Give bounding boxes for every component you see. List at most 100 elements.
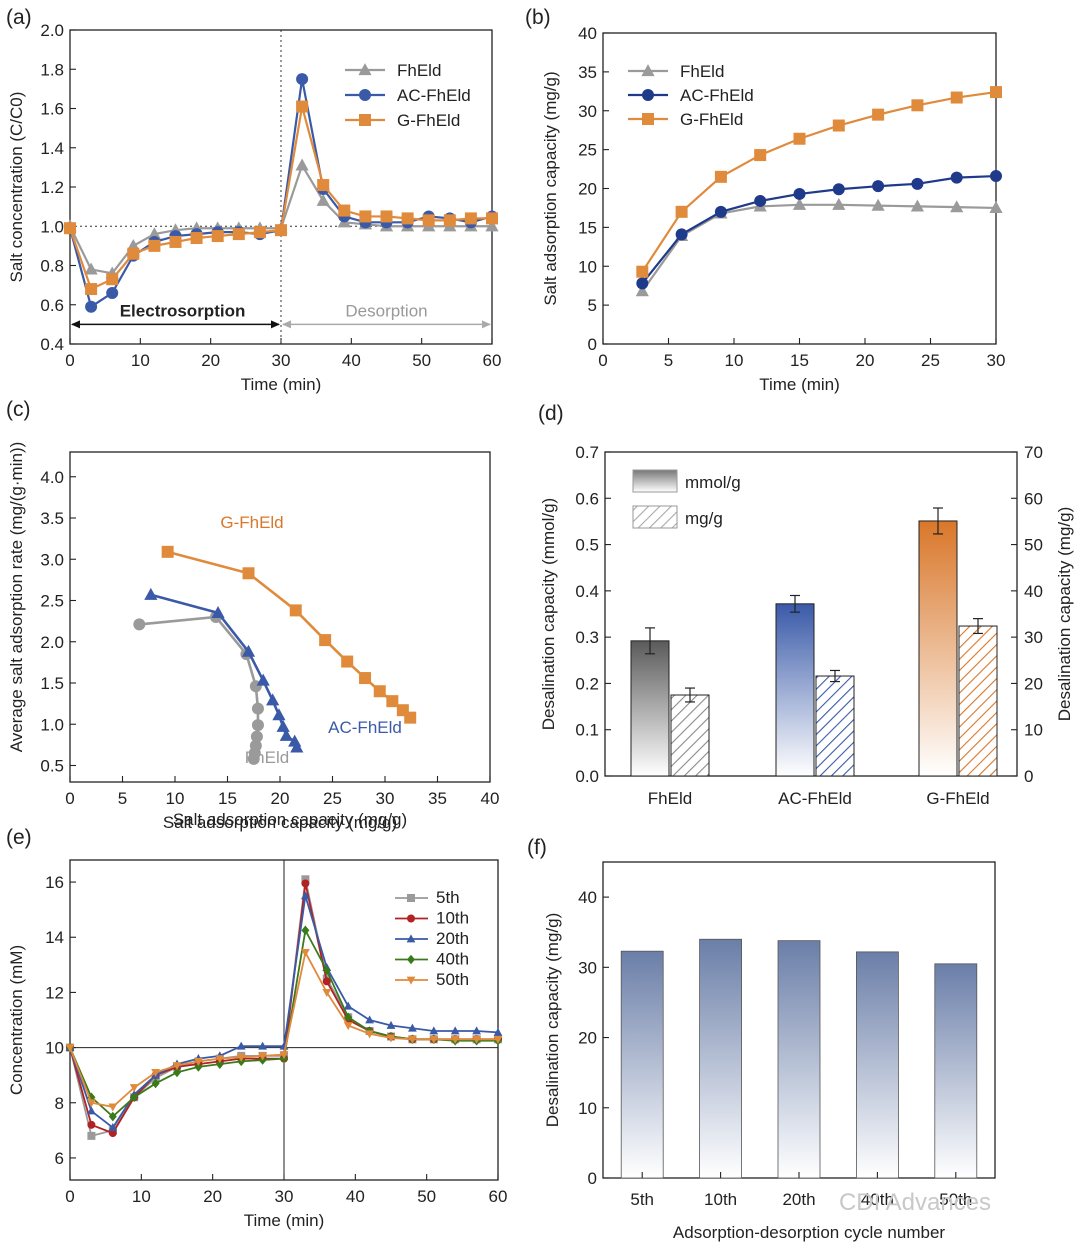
- data-point: [87, 1099, 96, 1108]
- data-point: [266, 693, 280, 706]
- data-point: [301, 891, 310, 900]
- legend-label: mg/g: [685, 509, 723, 528]
- data-point: [322, 977, 331, 986]
- bar: [777, 940, 821, 1179]
- legend-label: G-FhEld: [680, 110, 743, 129]
- panel-d: (d) 0.0 0.1 0.2 0.3 0.4 0.5 0.6 0.7 0 10 20 30 40 50 60…: [538, 402, 1074, 808]
- y-tick-label: 0.1: [575, 721, 599, 740]
- panel-b: (b) 0 5 10 15 20 25 30 0 5 10 15 20 25 30 35 40 Time (min…: [525, 6, 1005, 394]
- y-tick-label: 2.0: [40, 633, 64, 652]
- x-tick-label: 30: [987, 351, 1006, 370]
- data-point: [636, 277, 649, 290]
- y-tick-label: 0.5: [40, 757, 64, 776]
- data-point: [386, 1020, 396, 1029]
- data-point: [272, 708, 286, 721]
- y-axis-label: Average salt adsorption rate (mg/(g·min)…: [7, 442, 26, 753]
- data-point: [194, 1057, 203, 1066]
- data-point: [108, 1129, 117, 1138]
- data-point: [793, 132, 806, 145]
- x-axis-label: Time (min): [759, 375, 840, 394]
- y-tick-label: 30: [578, 958, 597, 977]
- y-tick-label: 0: [588, 335, 597, 354]
- series-G-FhEld: [64, 100, 498, 296]
- y-tick-label: 10: [578, 257, 597, 276]
- legend-marker: [359, 114, 371, 126]
- series-label-ac-fheld: AC-FhEld: [328, 718, 402, 737]
- legend-label: G-FhEld: [397, 111, 460, 130]
- data-point: [359, 672, 372, 685]
- y-tick-label: 0: [588, 1169, 597, 1188]
- legend-label: AC-FhEld: [397, 86, 471, 105]
- data-point: [373, 685, 386, 698]
- data-point: [380, 210, 393, 223]
- y-tick-label: 0.8: [40, 257, 64, 276]
- bar-mg: [958, 625, 998, 777]
- data-point: [296, 73, 309, 86]
- panel-label: (f): [527, 836, 547, 859]
- bar: [934, 963, 978, 1179]
- bar: [699, 938, 742, 1179]
- y-tick-label: 30: [578, 102, 597, 121]
- bar-mg: [670, 694, 710, 777]
- data-point: [675, 205, 688, 218]
- bar-mmol: [918, 520, 958, 777]
- y-tick-label: 1.0: [40, 715, 64, 734]
- data-point: [911, 99, 924, 112]
- y-tick-label: 0.7: [575, 443, 599, 462]
- x-tick-label: 10th: [704, 1190, 737, 1209]
- y-tick-label: 1.8: [40, 60, 64, 79]
- legend-label: 5th: [436, 888, 460, 907]
- data-point: [108, 1103, 118, 1112]
- legend-marker: [358, 63, 372, 76]
- data-point: [793, 187, 806, 200]
- data-point: [990, 86, 1002, 99]
- panel-e: (e) 0 10 20 30 40 50 60 6 8 10 12 14 16 Time (min) Conc…: [6, 826, 507, 1230]
- x-tick-label: 30: [272, 351, 291, 370]
- data-point: [472, 1035, 481, 1044]
- data-point: [493, 1027, 503, 1036]
- y-tick-label: 4.0: [40, 468, 64, 487]
- y-tick-label: 25: [578, 141, 597, 160]
- category-label: AC-FhEld: [778, 789, 852, 808]
- data-point: [322, 989, 332, 998]
- data-point: [253, 226, 266, 239]
- bar: [620, 950, 664, 1179]
- y-tick-label: 1.2: [40, 178, 64, 197]
- legend-label: 20th: [436, 929, 469, 948]
- data-point: [279, 1051, 289, 1060]
- data-point: [296, 100, 309, 113]
- legend-marker: [407, 914, 415, 923]
- x-tick-label: 30: [275, 1187, 294, 1206]
- x-tick-label: 5: [118, 789, 127, 808]
- x-tick-label: 40: [481, 789, 500, 808]
- data-point: [301, 949, 310, 958]
- y-tick-label: 8: [55, 1094, 64, 1113]
- series-50th: [65, 949, 503, 1112]
- x-tick-label: 5: [664, 351, 673, 370]
- data-point: [258, 1041, 267, 1050]
- series-AC-FhEld: [144, 587, 304, 753]
- y-tick-label: 3.5: [40, 509, 64, 528]
- x-tick-label: 20: [856, 351, 875, 370]
- data-point: [295, 158, 309, 171]
- legend-marker: [641, 64, 655, 77]
- y-tick-label: 0.6: [40, 296, 64, 315]
- legend-swatch: [632, 505, 678, 529]
- x-tick-label: 25: [921, 351, 940, 370]
- x-tick-label: 15: [790, 351, 809, 370]
- y-tick-label: 20: [578, 1029, 597, 1048]
- y-tick-label: 0.5: [575, 536, 599, 555]
- legend-marker: [359, 89, 371, 101]
- data-point: [215, 1055, 225, 1064]
- legend-marker: [407, 894, 415, 902]
- y2-tick-label: 0: [1024, 767, 1033, 786]
- data-point: [990, 170, 1002, 183]
- y-tick-label: 6: [55, 1149, 64, 1168]
- data-point: [792, 197, 807, 210]
- data-point: [443, 214, 456, 227]
- data-point: [429, 1026, 439, 1035]
- data-point: [250, 730, 263, 743]
- legend-marker: [642, 89, 654, 101]
- x-axis-label: Time (min): [241, 375, 322, 394]
- annotation-electrosorption: Electrosorption: [120, 301, 246, 320]
